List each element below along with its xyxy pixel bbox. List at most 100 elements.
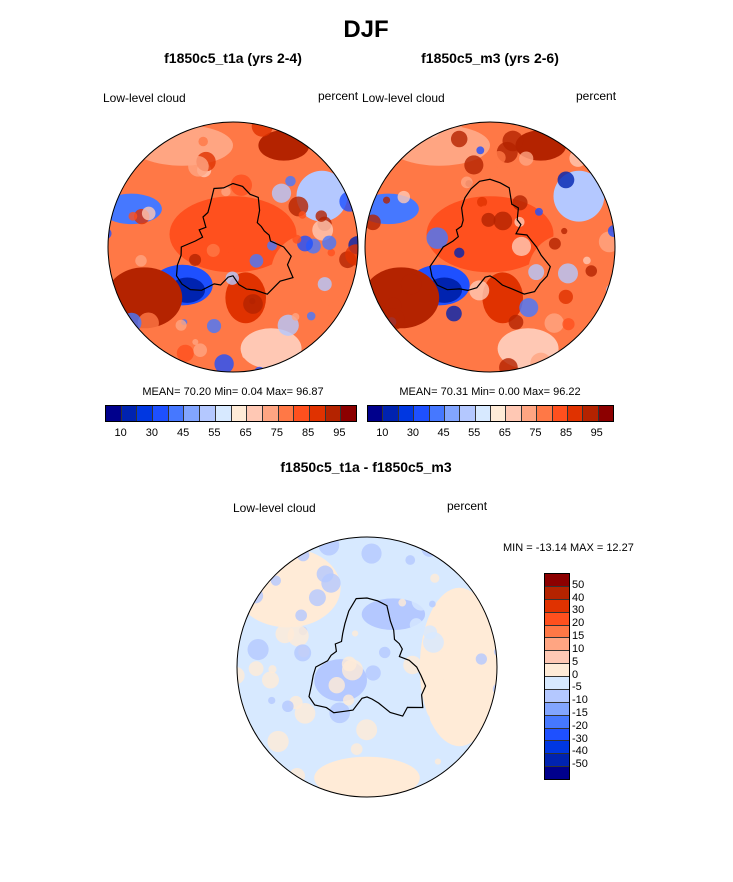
- colorbar-tick-label: 10: [114, 427, 127, 439]
- colorbar-box: [506, 406, 522, 421]
- panel-1-stats: MEAN= 70.20 Min= 0.04 Max= 96.87: [142, 386, 324, 398]
- colorbar-tick-label: -30: [572, 732, 588, 745]
- colorbar-box: [231, 406, 248, 421]
- colorbar-tick-label: -15: [572, 706, 588, 719]
- colorbar-box: [545, 664, 569, 677]
- colorbar-box: [383, 406, 399, 421]
- diff-variable: Low-level cloud: [233, 501, 316, 515]
- contour-region: [361, 598, 426, 631]
- colorbar-box: [545, 612, 569, 626]
- contour-region: [169, 196, 297, 273]
- panel-1-title: f1850c5_t1a (yrs 2-4): [164, 50, 302, 66]
- map-boundary: [364, 121, 616, 373]
- colorbar-tick-label: 50: [572, 578, 585, 591]
- colorbar-box: [475, 406, 491, 421]
- colorbar-box: [545, 728, 569, 742]
- colorbar-box: [521, 406, 538, 421]
- colorbar-tick-label: 30: [145, 427, 158, 439]
- colorbar-box: [545, 638, 569, 652]
- colorbar-tick-label: 55: [468, 427, 481, 439]
- map-boundary: [236, 536, 498, 798]
- colorbar-tick-label: 85: [559, 427, 573, 439]
- colorbar-box: [598, 406, 613, 421]
- contour-region: [419, 587, 497, 747]
- figure-title: DJF: [343, 16, 389, 43]
- contour-region: [131, 125, 233, 166]
- colorbar-box: [262, 406, 279, 421]
- colorbar-tick-label: 95: [590, 427, 603, 439]
- panel-2-units: percent: [576, 89, 617, 103]
- contour-region: [296, 170, 348, 222]
- diff-stats: MIN = -13.14 MAX = 12.27: [503, 542, 634, 554]
- colorbar-box: [429, 406, 445, 421]
- panel-1-units: percent: [318, 89, 359, 103]
- colorbar-tick-label: 55: [208, 427, 221, 439]
- colorbar-tick-label: 10: [572, 642, 585, 655]
- contour-region: [314, 756, 420, 797]
- colorbar-box: [341, 406, 356, 421]
- colorbar-box: [552, 406, 568, 421]
- diff-title: f1850c5_t1a - f1850c5_m3: [280, 459, 452, 475]
- colorbar-box: [545, 599, 569, 613]
- colorbar-box: [414, 406, 430, 421]
- colorbar-box: [545, 767, 569, 779]
- colorbar-tick-label: 45: [437, 427, 450, 439]
- panel-2-colorbar: [367, 405, 614, 422]
- colorbar-tick-label: 0: [572, 668, 579, 681]
- colorbar-box: [215, 406, 232, 421]
- panel-2-variable: Low-level cloud: [362, 91, 445, 105]
- contour-region: [240, 328, 302, 369]
- colorbar-tick-label: 15: [572, 630, 585, 643]
- colorbar-box: [168, 406, 185, 421]
- colorbar-box: [294, 406, 310, 421]
- colorbar-box: [545, 625, 569, 639]
- colorbar-box: [545, 741, 569, 755]
- colorbar-tick-label: 65: [498, 427, 511, 439]
- colorbar-tick-label: 65: [239, 427, 252, 439]
- colorbar-tick-label: -20: [572, 719, 588, 732]
- colorbar-box: [545, 677, 569, 690]
- diff-units: percent: [447, 499, 488, 513]
- panel-1-map: [107, 121, 359, 373]
- colorbar-box: [545, 702, 569, 716]
- colorbar-tick-label: 45: [177, 427, 190, 439]
- colorbar-tick-label: -10: [572, 694, 588, 707]
- colorbar-box: [247, 406, 263, 421]
- colorbar-tick-label: -5: [572, 681, 582, 694]
- colorbar-box: [309, 406, 326, 421]
- colorbar-box: [278, 406, 295, 421]
- colorbar-tick-label: 10: [376, 427, 389, 439]
- colorbar-box: [491, 406, 507, 421]
- colorbar-box: [545, 754, 569, 768]
- panel-2-stats: MEAN= 70.31 Min= 0.00 Max= 96.22: [399, 386, 581, 398]
- colorbar-box: [106, 406, 122, 421]
- colorbar-box: [184, 406, 201, 421]
- colorbar-box: [545, 689, 569, 703]
- colorbar-box: [153, 406, 169, 421]
- colorbar-box: [137, 406, 154, 421]
- colorbar-box: [460, 406, 476, 421]
- colorbar-tick-label: 95: [333, 427, 346, 439]
- panel-2-map: [364, 121, 616, 373]
- colorbar-box: [444, 406, 461, 421]
- coastline: [429, 178, 551, 295]
- colorbar-box: [583, 406, 599, 421]
- colorbar-box: [545, 715, 569, 729]
- colorbar-box: [545, 574, 569, 587]
- colorbar-box: [325, 406, 342, 421]
- colorbar-tick-label: 75: [529, 427, 542, 439]
- coastline: [175, 182, 294, 295]
- panel-1-variable: Low-level cloud: [103, 91, 186, 105]
- diff-colorbar: [544, 573, 570, 780]
- panel-1-colorbar: [105, 405, 357, 422]
- colorbar-tick-label: -50: [572, 758, 588, 771]
- colorbar-box: [545, 651, 569, 665]
- coastline: [308, 597, 427, 717]
- colorbar-box: [537, 406, 553, 421]
- colorbar-box: [368, 406, 384, 421]
- colorbar-tick-label: 5: [572, 655, 579, 668]
- colorbar-box: [121, 406, 138, 421]
- colorbar-tick-label: 30: [406, 427, 420, 439]
- colorbar-tick-label: 85: [302, 427, 315, 439]
- colorbar-tick-label: 40: [572, 591, 585, 604]
